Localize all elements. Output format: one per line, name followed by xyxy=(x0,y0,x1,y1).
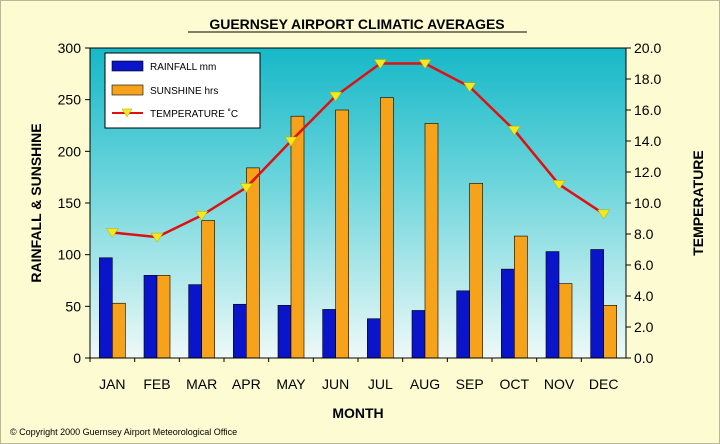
sunshine-bar-mar xyxy=(201,220,215,359)
temperature-marker-nov xyxy=(552,180,566,190)
y2-tick-label: 14.0 xyxy=(634,133,661,149)
y-tick-label: 150 xyxy=(58,195,82,211)
rainfall-bar-nov xyxy=(545,251,560,359)
y-tick-label: 200 xyxy=(58,143,82,159)
legend-rainfall-swatch xyxy=(111,60,144,72)
x-tick-label-mar: MAR xyxy=(186,376,217,392)
y2-tick-label: 16.0 xyxy=(634,102,661,118)
y2-tick-label: 12.0 xyxy=(634,164,661,180)
plot-border xyxy=(89,47,627,359)
rainfall-bar-oct xyxy=(501,268,515,359)
rainfall-bar-dec xyxy=(590,249,604,359)
sunshine-bar-jan xyxy=(112,302,126,359)
temperature-marker-jul xyxy=(373,59,387,69)
y-tick-label: 0 xyxy=(73,350,81,366)
rainfall-bar-jul xyxy=(367,318,381,359)
temperature-marker-oct xyxy=(507,125,521,136)
sunshine-bar-jul xyxy=(380,97,394,359)
temperature-marker-mar xyxy=(195,211,209,221)
rainfall-bar-aug xyxy=(411,310,426,359)
y2-tick-label: 6.0 xyxy=(634,257,654,273)
sunshine-bar-jun xyxy=(335,109,349,359)
y-tick-label: 300 xyxy=(58,40,82,56)
copyright-text: © Copyright 2000 Guernsey Airport Meteor… xyxy=(10,427,237,437)
x-tick-label-oct: OCT xyxy=(500,376,530,392)
y-tick-label: 250 xyxy=(58,92,82,108)
legend-sunshine-swatch xyxy=(111,84,144,96)
chart-title: GUERNSEY AIRPORT CLIMATIC AVERAGES xyxy=(209,16,504,32)
rainfall-bar-apr xyxy=(233,303,247,359)
x-tick-label-feb: FEB xyxy=(143,376,170,392)
sunshine-bar-oct xyxy=(514,235,528,359)
legend-temperature-label: TEMPERATURE ˚C xyxy=(150,108,238,120)
y2-tick-label: 10.0 xyxy=(634,195,661,211)
rainfall-bar-jun xyxy=(322,309,336,359)
legend-sunshine-label: SUNSHINE hrs xyxy=(150,86,218,97)
x-tick-label-jan: JAN xyxy=(99,376,125,392)
temperature-marker-sep xyxy=(463,82,477,93)
rainfall-bar-jan xyxy=(99,257,113,359)
legend: RAINFALL mm SUNSHINE hrs TEMPERATURE ˚C xyxy=(104,52,261,129)
x-tick-label-may: MAY xyxy=(276,376,306,392)
y2-tick-label: 20.0 xyxy=(634,40,661,56)
sunshine-bar-sep xyxy=(469,183,483,359)
y2-tick-label: 4.0 xyxy=(634,288,654,304)
x-tick-label-dec: DEC xyxy=(589,376,619,392)
temperature-marker-apr xyxy=(239,183,253,193)
x-tick-label-nov: NOV xyxy=(544,376,575,392)
y-tick-label: 50 xyxy=(65,298,81,314)
sunshine-bar-dec xyxy=(603,304,617,359)
legend-temperature-marker xyxy=(121,108,133,118)
y2-tick-label: 0.0 xyxy=(634,350,654,366)
temperature-marker-dec xyxy=(597,209,611,220)
x-tick-label-jun: JUN xyxy=(322,376,349,392)
temperature-marker-feb xyxy=(150,232,164,243)
rainfall-bar-may xyxy=(277,304,292,359)
y2-tick-label: 18.0 xyxy=(634,71,661,87)
temperature-marker-may xyxy=(284,136,298,147)
sunshine-bar-nov xyxy=(558,283,573,359)
temperature-marker-aug xyxy=(418,59,432,69)
y2-tick-label: 2.0 xyxy=(634,319,654,335)
sunshine-bar-may xyxy=(290,115,305,359)
x-tick-label-aug: AUG xyxy=(410,376,440,392)
x-tick-label-sep: SEP xyxy=(456,376,484,392)
y2-axis-label: TEMPERATURE xyxy=(690,150,706,256)
x-tick-label-apr: APR xyxy=(232,376,261,392)
rainfall-bar-mar xyxy=(188,284,202,359)
temperature-marker-jan xyxy=(105,228,119,238)
sunshine-bar-aug xyxy=(424,123,439,359)
x-axis-label: MONTH xyxy=(332,405,383,421)
sunshine-bar-feb xyxy=(156,275,171,359)
x-tick-label-jul: JUL xyxy=(368,376,393,392)
temperature-line xyxy=(112,62,605,239)
y-axis-label: RAINFALL & SUNSHINE xyxy=(28,123,44,282)
y-tick-label: 100 xyxy=(58,247,82,263)
sunshine-bar-apr xyxy=(246,167,260,359)
legend-rainfall-label: RAINFALL mm xyxy=(150,62,216,73)
rainfall-bar-feb xyxy=(143,275,158,359)
y2-tick-label: 8.0 xyxy=(634,226,654,242)
rainfall-bar-sep xyxy=(456,290,470,359)
temperature-marker-jun xyxy=(329,91,343,102)
